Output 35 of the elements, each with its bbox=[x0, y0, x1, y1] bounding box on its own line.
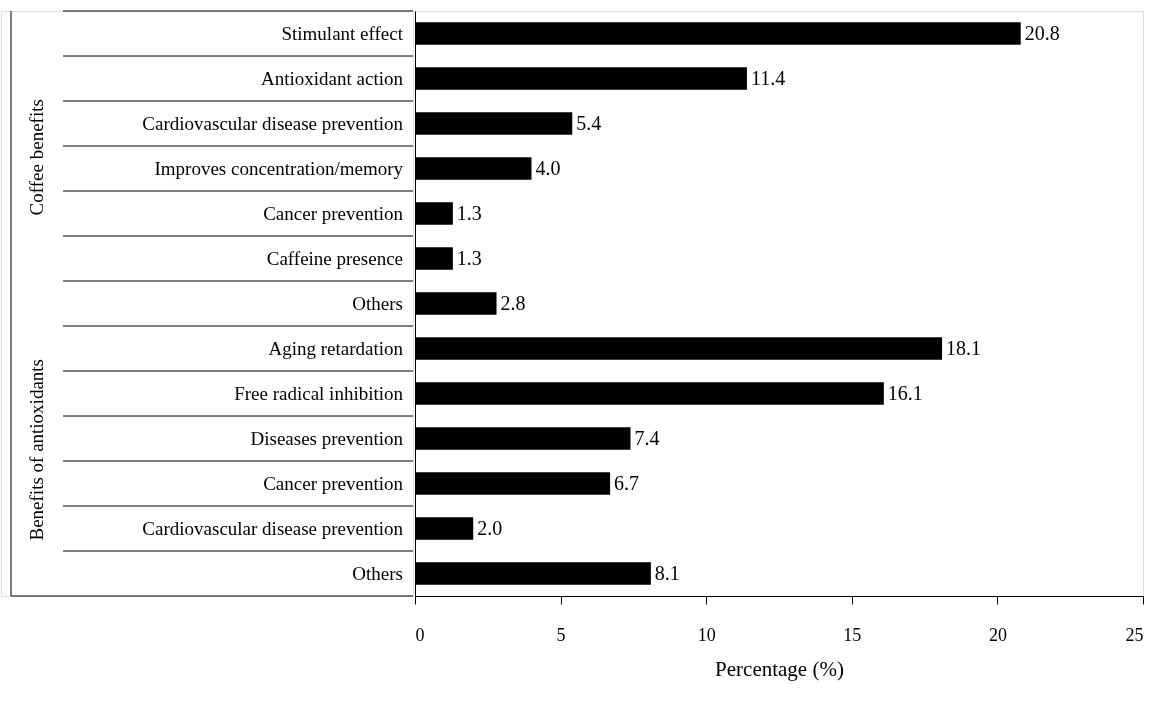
data-label: 20.8 bbox=[1024, 21, 1060, 44]
y-tick-label: Improves concentration/memory bbox=[154, 157, 404, 179]
y-tick-label: Diseases prevention bbox=[250, 427, 404, 449]
text: Benefits of antioxidants bbox=[26, 358, 47, 541]
x-tick-label: 20 bbox=[988, 624, 1007, 645]
y-tick-label: Antioxidant action bbox=[261, 67, 404, 89]
data-label: 11.4 bbox=[750, 66, 786, 89]
data-label: 8.1 bbox=[654, 561, 680, 584]
y-tick-label: Cardiovascular disease prevention bbox=[142, 112, 404, 134]
y-tick-label: Free radical inhibition bbox=[234, 382, 404, 404]
x-tick-label: 15 bbox=[843, 624, 862, 645]
data-label: 16.1 bbox=[887, 381, 923, 404]
y-tick-label: Others bbox=[352, 292, 403, 314]
data-label: 18.1 bbox=[946, 336, 982, 359]
data-label: 7.4 bbox=[634, 426, 660, 449]
y-tick-label: Others bbox=[352, 562, 403, 584]
data-label: 5.4 bbox=[576, 111, 602, 134]
data-label: 6.7 bbox=[614, 471, 640, 494]
text: Coffee benefits bbox=[26, 99, 47, 216]
y-tick-label: Cancer prevention bbox=[263, 472, 404, 494]
data-label: 4.0 bbox=[535, 156, 561, 179]
y-tick-label: Stimulant effect bbox=[281, 22, 404, 44]
y-tick-label: Cancer prevention bbox=[263, 202, 404, 224]
x-axis-title: Percentage (%) bbox=[715, 656, 844, 681]
x-tick-label: 5 bbox=[556, 624, 566, 645]
data-label: 2.0 bbox=[477, 516, 503, 539]
y-tick-label: Cardiovascular disease prevention bbox=[142, 517, 404, 539]
data-label: 1.3 bbox=[456, 201, 482, 224]
y-tick-label: Aging retardation bbox=[268, 337, 404, 359]
x-tick-label: 0 bbox=[415, 624, 425, 645]
x-tick-label: 10 bbox=[697, 624, 716, 645]
x-tick-label: 25 bbox=[1125, 624, 1144, 645]
y-tick-label: Caffeine presence bbox=[266, 247, 403, 269]
data-label: 1.3 bbox=[456, 246, 482, 269]
data-label: 2.8 bbox=[500, 291, 526, 314]
